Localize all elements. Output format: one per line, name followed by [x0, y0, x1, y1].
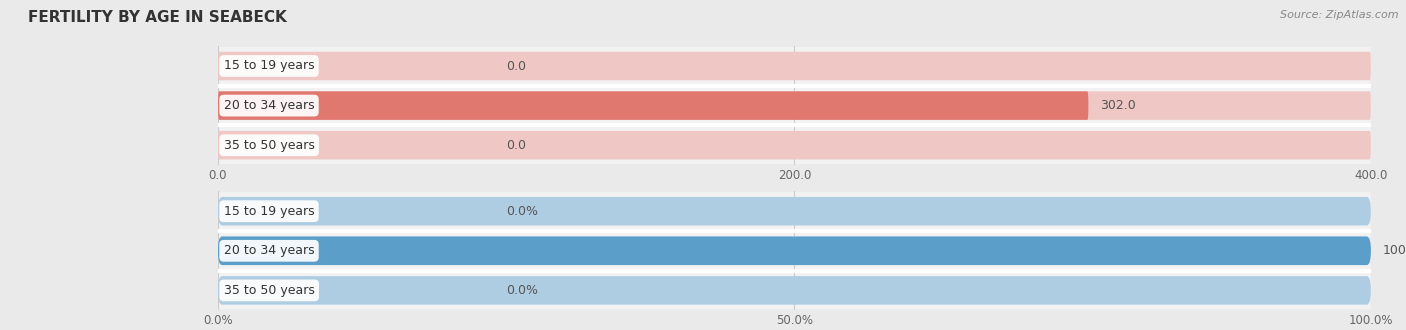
Text: 15 to 19 years: 15 to 19 years [224, 205, 315, 218]
Text: 0.0: 0.0 [506, 139, 526, 152]
FancyBboxPatch shape [218, 232, 1371, 270]
Text: 0.0%: 0.0% [506, 284, 538, 297]
Text: 20 to 34 years: 20 to 34 years [224, 99, 315, 112]
Text: 302.0: 302.0 [1099, 99, 1136, 112]
FancyBboxPatch shape [218, 237, 1371, 265]
FancyBboxPatch shape [218, 47, 1371, 85]
Text: 35 to 50 years: 35 to 50 years [224, 139, 315, 152]
FancyBboxPatch shape [218, 237, 1371, 265]
Text: 0.0%: 0.0% [506, 205, 538, 218]
FancyBboxPatch shape [218, 52, 1371, 80]
Text: 0.0: 0.0 [506, 59, 526, 73]
FancyBboxPatch shape [218, 271, 1371, 310]
Text: 35 to 50 years: 35 to 50 years [224, 284, 315, 297]
Text: 100.0%: 100.0% [1382, 244, 1406, 257]
Text: 20 to 34 years: 20 to 34 years [224, 244, 315, 257]
FancyBboxPatch shape [218, 86, 1371, 125]
FancyBboxPatch shape [218, 131, 1371, 159]
FancyBboxPatch shape [218, 126, 1371, 164]
FancyBboxPatch shape [218, 91, 1371, 120]
Text: 15 to 19 years: 15 to 19 years [224, 59, 315, 73]
FancyBboxPatch shape [218, 192, 1371, 230]
Text: Source: ZipAtlas.com: Source: ZipAtlas.com [1281, 10, 1399, 20]
FancyBboxPatch shape [218, 276, 1371, 305]
FancyBboxPatch shape [218, 91, 1088, 120]
Text: FERTILITY BY AGE IN SEABECK: FERTILITY BY AGE IN SEABECK [28, 10, 287, 25]
FancyBboxPatch shape [218, 197, 1371, 225]
